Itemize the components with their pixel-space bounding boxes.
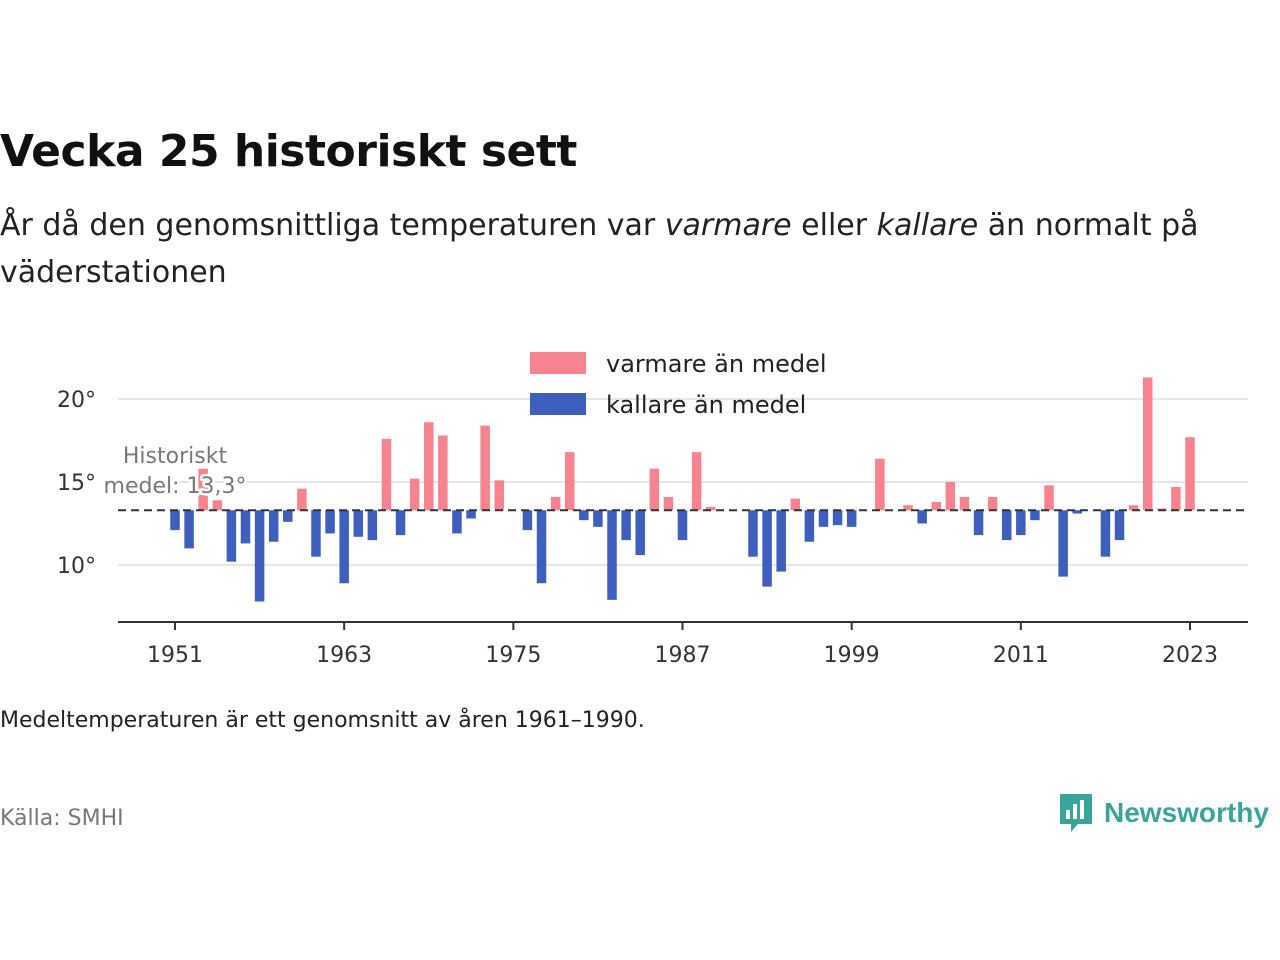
bar-1980 [579,510,589,521]
bar-1964 [353,510,364,537]
bar-1981 [593,510,603,527]
bar-1958 [268,510,279,542]
bar-1998 [832,510,843,526]
bar-2009 [987,496,998,511]
bar-2008 [973,510,984,536]
bars [170,377,1195,602]
bar-1957 [254,510,265,602]
bar-1951 [170,510,180,531]
baseline-label-line-2: medel: 13,3° [104,474,247,499]
bar-2022 [1171,486,1181,511]
bar-2023 [1185,437,1195,511]
y-tick-label: 10° [57,554,96,579]
bar-1974 [494,480,504,511]
bar-1999 [846,510,857,527]
bar-1970 [438,435,448,511]
bar-2004 [917,510,927,524]
bar-1984 [635,510,645,556]
bar-2007 [959,496,970,511]
bar-1966 [381,438,392,511]
x-tick-label: 2023 [1162,643,1218,668]
chart-subtitle: År då den genomsnittliga temperaturen va… [0,202,1240,296]
subtitle-text-2: eller [791,208,877,243]
brand-name: Newsworthy [1104,797,1269,828]
bar-1993 [762,510,772,587]
legend-swatch-cold [530,393,586,415]
bar-2020 [1142,377,1153,511]
newsworthy-logo: Newsworthy [1058,792,1269,834]
bar-1996 [804,510,815,542]
y-tick-label: 15° [57,471,96,496]
bar-1959 [283,510,293,522]
bar-1963 [339,510,349,584]
bar-1992 [748,510,758,557]
bar-1983 [621,510,631,541]
bar-2003 [903,505,913,511]
bar-2011 [1016,510,1026,536]
bar-2013 [1044,485,1054,511]
bar-1968 [409,478,420,511]
bar-1995 [790,498,801,511]
newsworthy-logo-icon [1060,794,1092,832]
bar-1989 [705,506,716,511]
baseline-label-line-1: Historiskt [123,444,228,469]
x-tick-label: 1987 [655,643,711,668]
bar-2012 [1030,510,1040,521]
bar-2017 [1100,510,1111,557]
bar-1960 [297,488,307,511]
subtitle-text-3: än normalt på väderstationen [0,208,1199,290]
bar-1994 [776,510,786,572]
bar-1985 [649,468,660,511]
bar-1973 [480,425,490,511]
source-credit: Källa: SMHI [0,806,124,831]
bar-2014 [1058,510,1068,577]
bar-2018 [1114,510,1125,541]
bar-1952 [184,510,194,549]
bar-1997 [818,510,829,527]
footnote: Medeltemperaturen är ett genomsnitt av å… [0,708,645,733]
x-tick-label: 1951 [147,643,203,668]
bar-1987 [677,510,688,541]
legend-label-warm: varmare än medel [606,350,827,378]
bar-1986 [663,496,674,511]
legend-swatch-warm [530,352,586,374]
bar-1965 [367,510,378,541]
bar-1988 [691,452,702,511]
bar-1977 [536,510,547,584]
bar-2005 [931,501,941,511]
bar-1954 [212,500,223,511]
x-tick-label: 1963 [316,643,372,668]
bar-1967 [395,510,406,536]
axes: 10° 15° 20° 1951 1963 1975 1987 1999 2011 2023 [57,388,1248,668]
x-tick-label: 1999 [824,643,880,668]
legend: varmare än medel kallare än medel [530,350,827,419]
bar-2001 [875,458,885,511]
x-tick-label: 2011 [993,643,1049,668]
bar-1961 [311,510,321,557]
subtitle-colder: kallare [876,208,979,243]
bar-1978 [550,496,561,511]
legend-label-cold: kallare än medel [606,391,806,419]
bar-1953 [198,468,208,511]
chart-title: Vecka 25 historiskt sett [0,126,577,177]
bar-2015 [1072,510,1082,514]
y-tick-label: 20° [57,388,96,413]
bar-1955 [226,510,237,562]
bar-1979 [564,452,575,511]
bar-1962 [325,510,335,534]
x-tick-label: 1975 [485,643,541,668]
bar-2010 [1001,510,1012,541]
bar-1971 [452,510,462,534]
subtitle-text-1: År då den genomsnittliga temperaturen va… [0,208,665,243]
subtitle-warmer: varmare [664,208,792,243]
bar-1956 [240,510,251,544]
temperature-bar-chart: 10° 15° 20° 1951 1963 1975 1987 1999 2011 2023 Hi… [57,350,1248,668]
bar-2019 [1128,505,1139,511]
bar-1972 [466,510,476,519]
bar-1976 [522,510,533,531]
bar-2006 [945,482,956,511]
bar-1969 [424,422,434,511]
bar-1982 [607,510,617,600]
